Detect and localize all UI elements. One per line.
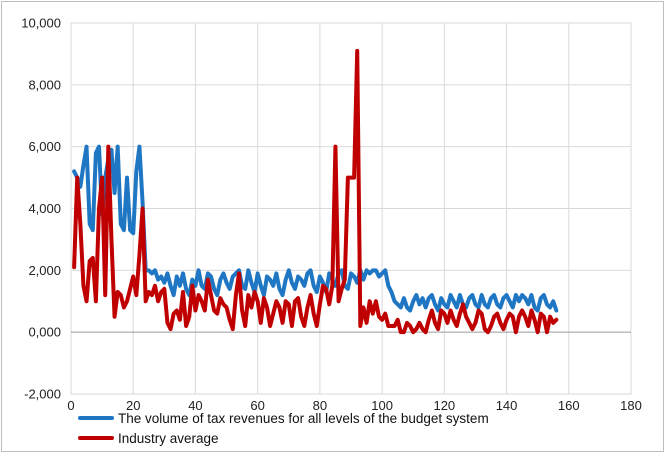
legend-label-tax-revenues: The volume of tax revenues for all level… [118,411,489,426]
y-tick-label: 10,000 [21,16,61,31]
series-line-industry-average [72,48,559,335]
x-tick-label: 80 [313,398,327,413]
series-line-tax-revenues [72,144,559,313]
legend: The volume of tax revenues for all level… [78,411,489,446]
x-tick-label: 20 [126,398,140,413]
y-tick-label: -2,000 [24,387,61,402]
y-tick-label: 2,000 [28,263,61,278]
line-chart: 0 20 40 60 80 100 120 140 160 180 -2,000 0,000 2,000… [21,16,642,447]
x-tick-label: 0 [67,398,74,413]
x-tick-label: 40 [188,398,202,413]
legend-label-industry-average: Industry average [118,431,219,446]
series-lines [72,48,559,335]
x-tick-label: 180 [620,398,642,413]
gridlines [70,22,632,395]
y-tick-label: 4,000 [28,201,61,216]
axes: 0 20 40 60 80 100 120 140 160 180 -2,000 0,000 2,000… [21,16,642,414]
x-tick-label: 160 [558,398,580,413]
x-tick-label: 120 [433,398,455,413]
x-tick-label: 60 [250,398,264,413]
y-tick-label: 8,000 [28,77,61,92]
x-tick-label: 100 [371,398,393,413]
x-tick-label: 140 [496,398,518,413]
y-tick-label: 6,000 [28,139,61,154]
y-tick-label: 0,000 [28,325,61,340]
